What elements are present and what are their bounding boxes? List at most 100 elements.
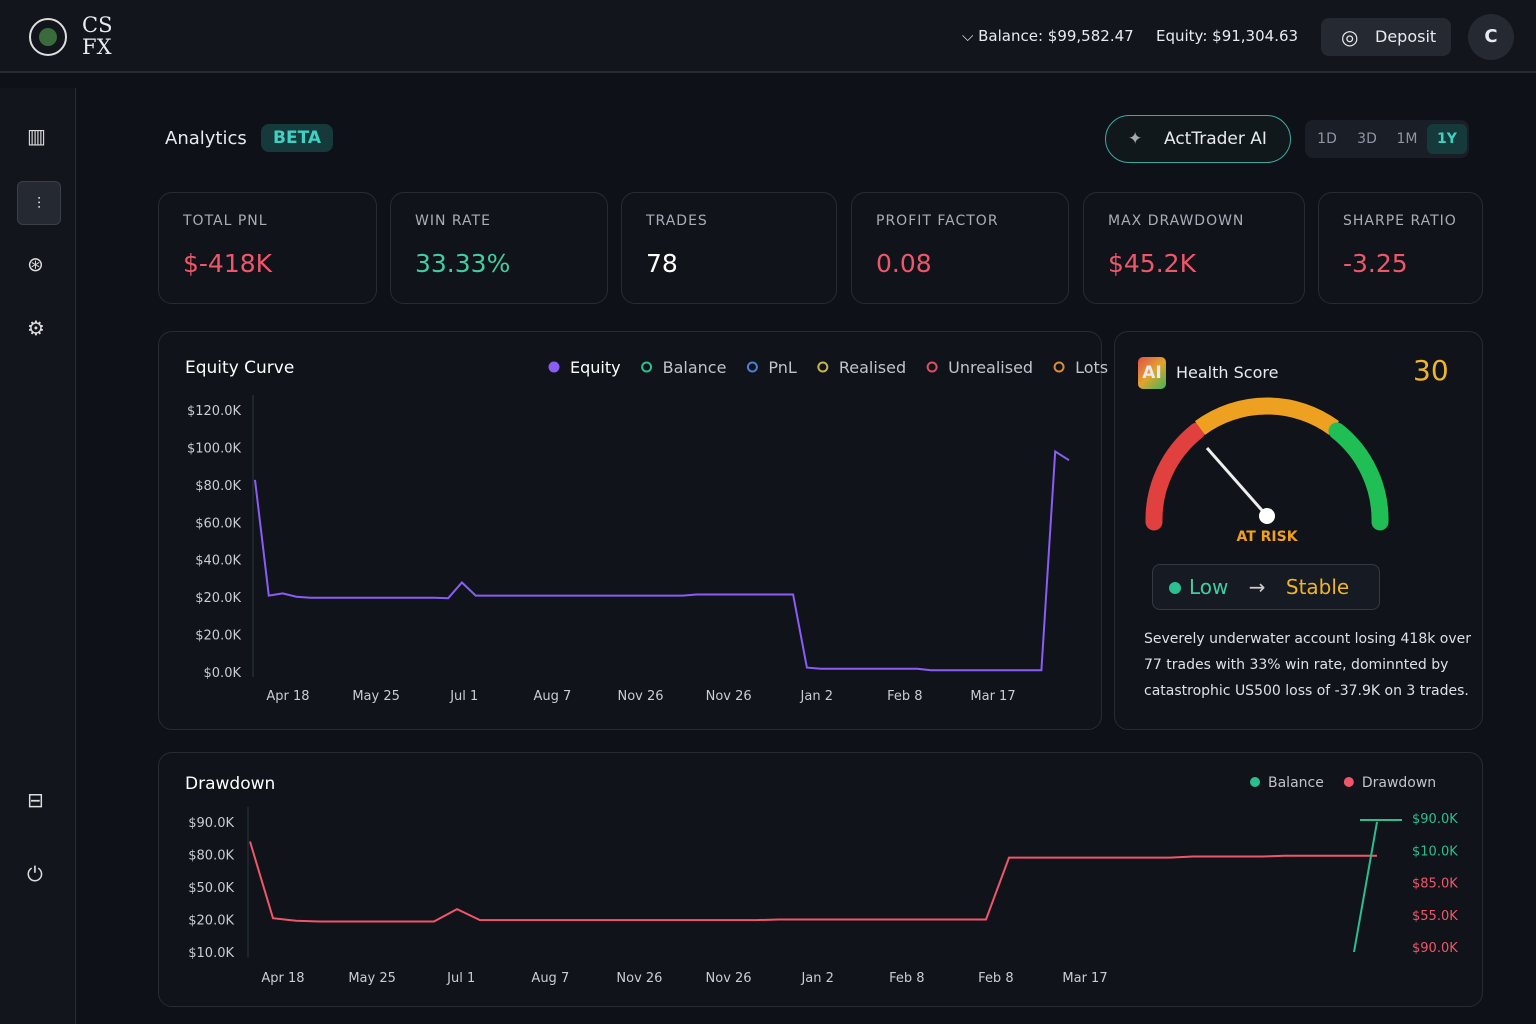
x-tick-label: Jul 1 bbox=[449, 689, 478, 704]
x-tick-label: Nov 26 bbox=[617, 689, 663, 704]
health-summary: Severely underwater account losing 418k … bbox=[1144, 631, 1471, 699]
x-tick-label: Mar 17 bbox=[970, 689, 1015, 704]
stat-label: TRADES bbox=[646, 213, 708, 229]
logo-bottom: FX bbox=[82, 35, 112, 59]
equity-title: Equity Curve bbox=[185, 358, 294, 378]
deposit-label: Deposit bbox=[1375, 27, 1437, 46]
x-tick-label: Apr 18 bbox=[266, 689, 309, 704]
y-tick-label: $50.0K bbox=[188, 881, 234, 896]
x-tick-label: Nov 26 bbox=[706, 971, 752, 986]
legend-dot bbox=[548, 361, 560, 373]
nav-logout[interactable]: ⏻ bbox=[27, 862, 43, 886]
right-tick-label: $85.0K bbox=[1412, 877, 1458, 892]
series-line bbox=[1353, 821, 1378, 953]
health-title: Health Score bbox=[1176, 363, 1279, 382]
x-tick-label: Apr 18 bbox=[261, 971, 304, 986]
legend-label: PnL bbox=[768, 358, 797, 377]
gauge-needle bbox=[1205, 447, 1269, 517]
trend-from: Low bbox=[1189, 575, 1229, 599]
y-tick-label: $120.0K bbox=[187, 404, 241, 419]
health-panel bbox=[1114, 331, 1483, 730]
legend-label: Realised bbox=[839, 358, 906, 377]
stat-card: SHARPE RATIO -3.25 bbox=[1318, 192, 1483, 304]
nav-analytics[interactable]: ⫶ bbox=[17, 181, 61, 225]
legend-dot bbox=[926, 361, 938, 373]
legend-label: Balance bbox=[1268, 775, 1324, 791]
x-tick-label: Feb 8 bbox=[889, 971, 924, 986]
ai-button[interactable]: ✦ ActTrader AI bbox=[1105, 115, 1291, 163]
gauge-orange bbox=[1194, 397, 1340, 435]
legend-dot bbox=[1053, 361, 1065, 373]
drawdown-panel bbox=[158, 752, 1483, 1007]
deposit-button[interactable]: ◎ Deposit bbox=[1321, 18, 1451, 56]
top-bar bbox=[0, 0, 1536, 73]
logo-top: CS bbox=[82, 13, 113, 37]
avatar[interactable]: C bbox=[1468, 14, 1514, 60]
x-tick-label: Jul 1 bbox=[446, 971, 475, 986]
nav-dashboard[interactable]: ▥ bbox=[27, 124, 46, 148]
right-tick-label: $90.0K bbox=[1412, 812, 1458, 827]
stat-label: SHARPE RATIO bbox=[1343, 213, 1457, 229]
x-tick-label: Nov 26 bbox=[616, 971, 662, 986]
nav-messages[interactable]: ⊟ bbox=[27, 788, 44, 812]
legend-dot bbox=[641, 361, 653, 373]
ai-badge: AI bbox=[1138, 357, 1166, 389]
y-tick-label: $20.0K bbox=[188, 914, 234, 929]
trend-to: Stable bbox=[1285, 575, 1350, 599]
gauge-pivot bbox=[1259, 508, 1275, 524]
legend-label: Drawdown bbox=[1362, 775, 1436, 791]
nav-trade[interactable]: ⊛ bbox=[27, 252, 44, 276]
y-tick-label: $10.0K bbox=[188, 946, 234, 961]
y-tick-label: $20.0K bbox=[195, 629, 241, 644]
stat-value: 78 bbox=[646, 249, 678, 278]
stat-card: PROFIT FACTOR 0.08 bbox=[851, 192, 1069, 304]
range-selector: 1D 3D 1M 1Y bbox=[1305, 120, 1469, 158]
legend-label: Balance bbox=[663, 358, 727, 377]
y-tick-label: $0.0K bbox=[204, 666, 242, 681]
right-tick-label: $90.0K bbox=[1412, 941, 1458, 956]
y-tick-label: $100.0K bbox=[187, 441, 241, 456]
equity-panel bbox=[158, 331, 1102, 730]
sidebar bbox=[0, 88, 76, 1024]
stat-value: 33.33% bbox=[415, 249, 511, 278]
right-tick-label: $55.0K bbox=[1412, 909, 1458, 924]
x-tick-label: Jan 2 bbox=[800, 689, 833, 704]
stat-label: WIN RATE bbox=[415, 213, 491, 229]
right-tick-label: $10.0K bbox=[1412, 844, 1458, 859]
range-button[interactable]: 3D bbox=[1357, 131, 1377, 147]
y-tick-label: $80.0K bbox=[195, 479, 241, 494]
balance[interactable]: ⌵ Balance: $99,582.47 bbox=[962, 27, 1134, 45]
x-tick-label: May 25 bbox=[352, 689, 400, 704]
ai-button-label: ActTrader AI bbox=[1164, 129, 1267, 149]
stat-value: -3.25 bbox=[1343, 249, 1408, 278]
logo-icon bbox=[29, 18, 67, 56]
drawdown-title: Drawdown bbox=[185, 774, 275, 794]
legend-label: Lots bbox=[1075, 358, 1108, 377]
range-button[interactable]: 1M bbox=[1396, 131, 1418, 147]
x-tick-label: Feb 8 bbox=[887, 689, 922, 704]
nav-settings[interactable]: ⚙ bbox=[27, 316, 45, 340]
y-tick-label: $90.0K bbox=[188, 816, 234, 831]
legend-dot bbox=[746, 361, 758, 373]
x-tick-label: Feb 8 bbox=[978, 971, 1013, 986]
stat-card: MAX DRAWDOWN $45.2K bbox=[1083, 192, 1305, 304]
stat-card: WIN RATE 33.33% bbox=[390, 192, 608, 304]
beta-badge: BETA bbox=[261, 124, 334, 152]
legend-label: Equity bbox=[570, 358, 621, 377]
legend-label: Unrealised bbox=[948, 358, 1033, 377]
x-tick-label: May 25 bbox=[348, 971, 396, 986]
equity: Equity: $91,304.63 bbox=[1156, 27, 1299, 45]
y-tick-label: $20.0K bbox=[195, 591, 241, 606]
y-tick-label: $60.0K bbox=[195, 516, 241, 531]
legend-dot bbox=[1343, 777, 1354, 787]
range-button[interactable]: 1D bbox=[1317, 131, 1337, 147]
range-button[interactable]: 1Y bbox=[1427, 124, 1467, 154]
stat-card: TRADES 78 bbox=[621, 192, 837, 304]
legend-dot bbox=[1250, 777, 1260, 787]
x-tick-label: Aug 7 bbox=[531, 971, 569, 986]
stat-value: $45.2K bbox=[1108, 249, 1196, 278]
page-title: Analytics bbox=[165, 128, 247, 149]
stat-card: TOTAL PNL $-418K bbox=[158, 192, 377, 304]
stat-label: PROFIT FACTOR bbox=[876, 213, 999, 229]
gauge-green bbox=[1328, 422, 1389, 531]
